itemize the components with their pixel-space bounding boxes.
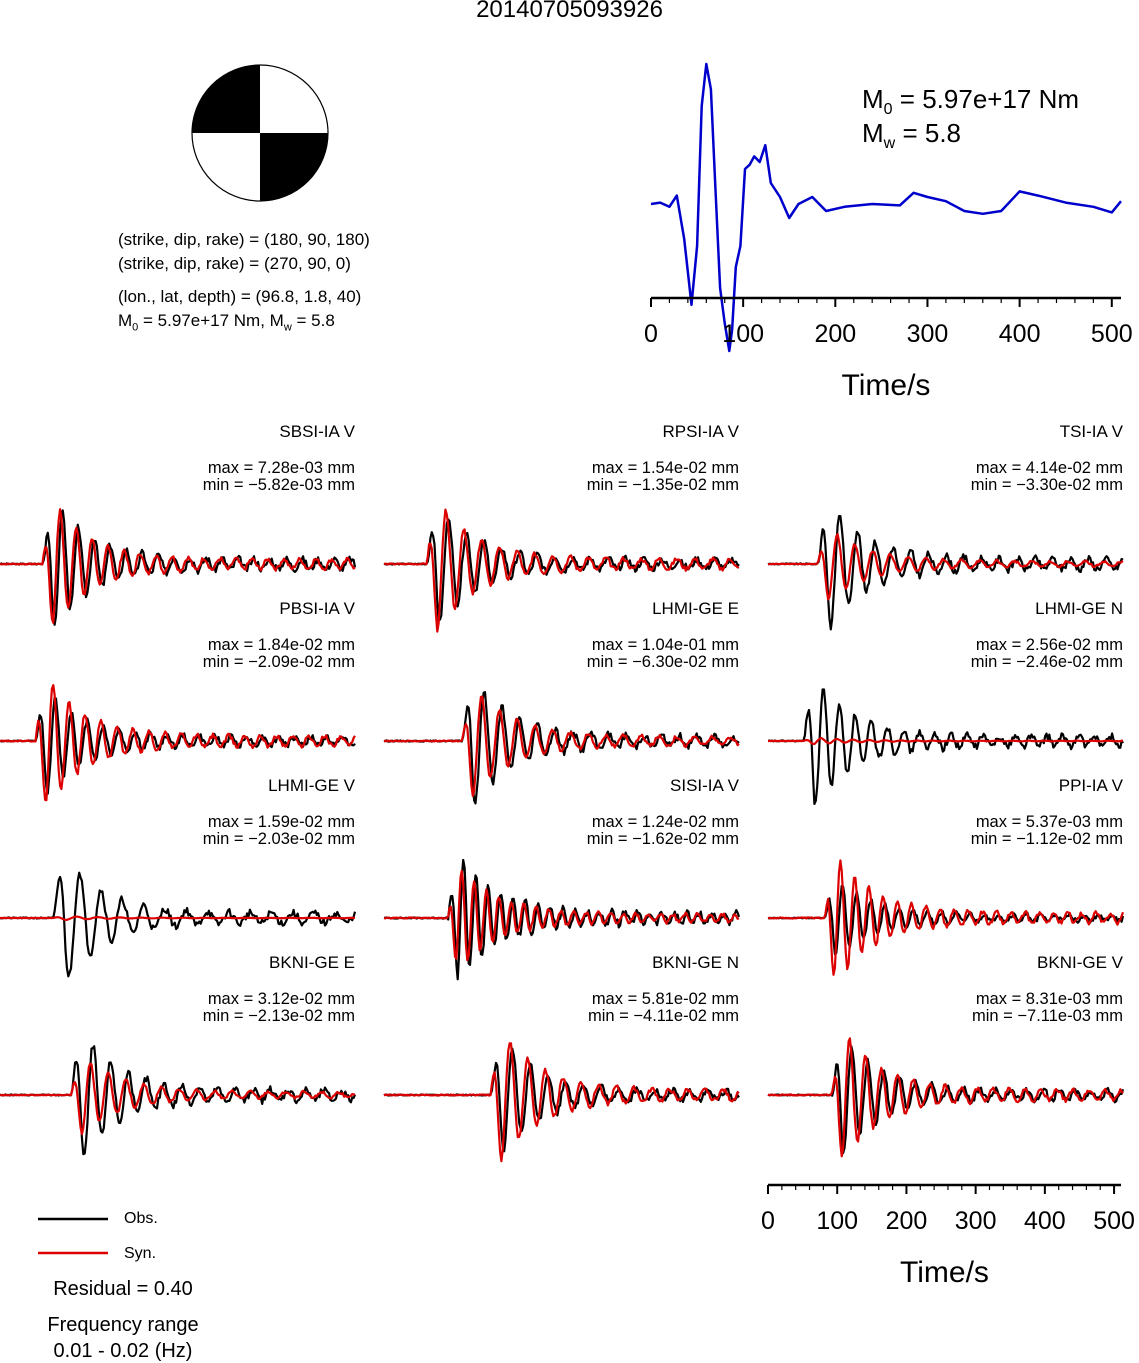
station-label: SBSI-IA V [279,422,355,441]
station-label: SISI-IA V [670,776,739,795]
station-max: max = 4.14e-02 mm [975,459,1123,477]
station-max: max = 3.12e-02 mm [207,990,355,1008]
plane2-text: (strike, dip, rake) = (270, 90, 0) [118,254,351,273]
station-min: min = −1.35e-02 mm [586,476,739,494]
station-max: max = 1.84e-02 mm [207,636,355,654]
station-label: RPSI-IA V [662,422,739,441]
legend-obs-label: Obs. [124,1210,158,1227]
mw-sub: w [283,321,292,334]
wave-tick-label: 200 [886,1207,928,1235]
waveform-panels: 0 100 200 300 400 500 Time/s [0,508,1135,1289]
station-min: min = −4.11e-02 mm [587,1007,739,1025]
beachball [191,64,329,202]
station-max: max = 1.59e-02 mm [207,813,355,831]
wave-tick-label: 500 [1093,1207,1135,1235]
stf-m0-sub: 0 [883,101,893,119]
station-min: min = −1.62e-02 mm [586,830,739,848]
moment-sub: 0 [132,321,139,334]
residual-text: Residual = 0.40 [53,1278,193,1300]
wave-xlabel: Time/s [900,1256,989,1289]
station-label: LHMI-GE E [652,599,739,618]
station-min: min = −7.11e-03 mm [971,1007,1123,1025]
station-max: max = 1.04e-01 mm [591,636,739,654]
station-max: max = 5.81e-02 mm [591,990,739,1008]
legend-lines [38,1217,108,1255]
waveform-syn-9 [0,1062,356,1136]
station-min: min = −6.30e-02 mm [586,653,739,671]
waveform-obs-8 [767,884,1125,956]
wave-tick-label: 300 [955,1207,997,1235]
station-min: min = −2.46e-02 mm [970,653,1123,671]
waveform-obs-11 [767,1045,1125,1155]
station-label: LHMI-GE N [1035,599,1123,618]
moment-text: M0 = 5.97e+17 Nm, Mw = 5.8 [118,310,335,338]
plane1-text: (strike, dip, rake) = (180, 90, 180) [118,230,370,249]
legend-syn-label: Syn. [124,1245,157,1262]
station-min: min = −5.82e-03 mm [202,476,355,494]
moment-value: = 5.97e+17 Nm, M [138,311,284,330]
station-max: max = 8.31e-03 mm [975,990,1123,1008]
location-text: (lon., lat, depth) = (96.8, 1.8, 40) [118,287,362,306]
station-min: min = −2.03e-02 mm [202,830,355,848]
waveform-obs-10 [383,1047,740,1153]
stf-tick-label: 500 [1091,320,1133,348]
stf-m0-letter: M [862,84,884,114]
station-max: max = 5.37e-03 mm [975,813,1123,831]
stf-mw-sub: w [883,135,896,153]
stf-tick-label: 400 [999,320,1041,348]
station-label: BKNI-GE E [269,953,355,972]
mw-value: = 5.8 [291,311,335,330]
waveform-syn-7 [383,869,740,962]
wave-tick-label: 100 [816,1207,858,1235]
stf-m0-text: = 5.97e+17 Nm [892,84,1080,114]
waveform-syn-10 [383,1042,740,1163]
event-title: 20140705093926 [476,0,663,23]
stf-mw-text: = 5.8 [895,118,962,148]
station-min: min = −2.13e-02 mm [202,1007,355,1025]
station-label: TSI-IA V [1059,422,1123,441]
waveform-syn-2 [768,533,1124,601]
waveform-obs-9 [0,1045,357,1156]
station-min: min = −2.09e-02 mm [202,653,355,671]
station-label: BKNI-GE V [1037,953,1123,972]
stf-xlabel: Time/s [842,369,931,402]
waveform-syn-11 [767,1037,1124,1158]
stf-tick-label: 100 [722,320,764,348]
station-label: PPI-IA V [1058,776,1123,795]
freq-range: 0.01 - 0.02 (Hz) [53,1340,193,1362]
station-label: BKNI-GE N [652,953,739,972]
station-max: max = 2.56e-02 mm [975,636,1123,654]
station-max: max = 7.28e-03 mm [207,459,355,477]
station-max: max = 1.54e-02 mm [591,459,739,477]
stf-tick-label: 300 [907,320,949,348]
moment-letter: M [118,311,133,330]
stf-m0-label: M0 = 5.97e+17 Nm [862,84,1079,119]
station-label: LHMI-GE V [268,776,355,795]
station-min: min = −3.30e-02 mm [970,476,1123,494]
waveform-syn-6 [0,915,356,921]
stf-mw-label: Mw = 5.8 [862,118,961,153]
station-label: PBSI-IA V [279,599,355,618]
stf-mw-letter: M [862,118,884,148]
station-max: max = 1.24e-02 mm [591,813,739,831]
station-min: min = −1.12e-02 mm [970,830,1123,848]
wave-tick-label: 400 [1024,1207,1066,1235]
waveform-syn-5 [768,737,1124,746]
stf-tick-label: 0 [644,320,658,348]
stf-tick-label: 200 [814,320,856,348]
wave-tick-label: 0 [761,1207,775,1235]
freq-title: Frequency range [47,1314,199,1336]
